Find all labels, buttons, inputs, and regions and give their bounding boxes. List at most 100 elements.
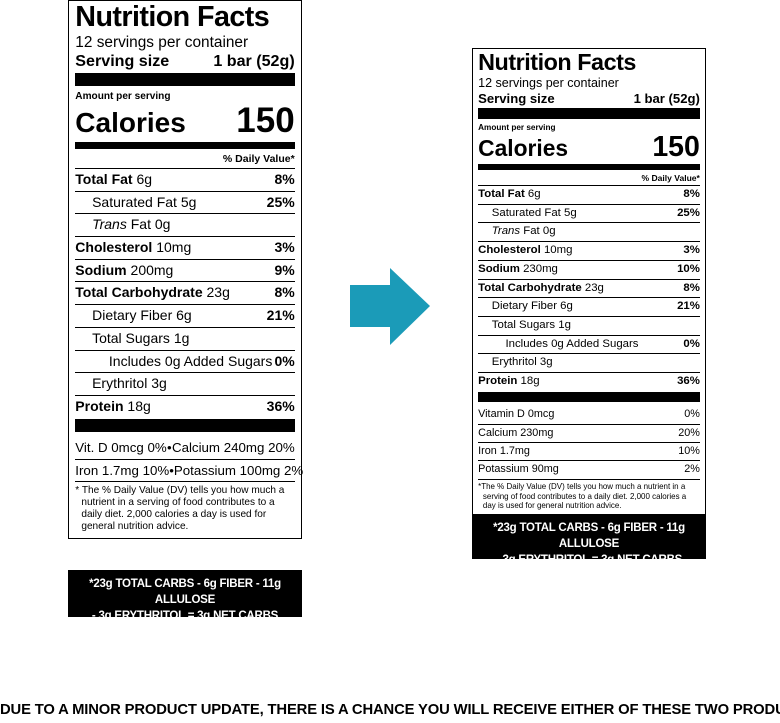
micro-amount: 100mg xyxy=(239,462,281,478)
nutrient-name: Protein xyxy=(75,397,124,414)
nutrient-row: Sodium 230mg 10% xyxy=(478,259,700,279)
nutrient-rows: Total Fat 6g 8% Saturated Fat 5g 25% Trans F… xyxy=(75,169,295,418)
micronutrient: Iron 1.7mg 10% xyxy=(75,460,169,481)
divider xyxy=(478,107,700,119)
nutrient-row: Protein 18g 36% xyxy=(75,394,295,418)
micro-line: Potassium 90mg 2% xyxy=(478,460,700,478)
nutrient-label: Cholesterol 10mg xyxy=(478,242,572,260)
micro-label: Iron xyxy=(478,445,497,458)
micronutrient: Potassium 100mg 2% xyxy=(174,460,303,481)
amount-per-serving: Amount per serving xyxy=(75,91,171,103)
divider xyxy=(478,164,700,170)
micro-dv: 20% xyxy=(268,440,295,456)
nutrient-amount: 18g xyxy=(520,374,540,387)
nutrient-row: Total Sugars 1g xyxy=(478,315,700,335)
nutrient-label: Includes 0g Added Sugars xyxy=(75,351,272,373)
micro-amount: 0mcg xyxy=(111,440,144,456)
nutrient-name: Sodium xyxy=(75,261,127,278)
micro-label: Calcium xyxy=(171,440,220,456)
nutrient-name: Includes 0g Added Sugars xyxy=(108,352,273,369)
nutrient-amount: 3g xyxy=(151,375,167,392)
servings: 12 servings per container xyxy=(478,75,619,90)
nutrient-label: Protein 18g xyxy=(75,396,150,418)
nutrient-amount: 6g xyxy=(527,188,541,201)
nutrient-dv: 36% xyxy=(266,397,295,414)
nutrient-label: Erythritol 3g xyxy=(75,373,167,395)
dv-header: % Daily Value* xyxy=(478,173,700,187)
divider xyxy=(75,73,295,87)
micro-dv: 20% xyxy=(678,426,700,439)
micro-label: Potassium xyxy=(173,462,236,478)
net-carbs-box: *23g TOTAL CARBS - 6g FIBER - 11g ALLULO… xyxy=(472,514,706,566)
nutrient-label: Saturated Fat 5g xyxy=(478,205,577,223)
divider xyxy=(75,419,295,433)
nutrient-amount: 5g xyxy=(180,193,197,210)
nutrient-row: Total Carbohydrate 23g 8% xyxy=(75,281,295,304)
nutrient-label-italic: Trans xyxy=(491,225,521,238)
micronutrient: Vitamin D 0mcg xyxy=(478,406,554,423)
micro-line: Iron 1.7mg 10% • Potassium 100mg 2% xyxy=(75,458,303,481)
nutrient-dv: 25% xyxy=(266,193,295,210)
nutrient-label: Sodium 230mg xyxy=(478,261,558,279)
nutrient-dv: 8% xyxy=(274,170,295,187)
nutrient-name: Cholesterol xyxy=(75,239,153,256)
nutrient-label: Protein 18g xyxy=(478,373,539,391)
nutrient-name: Saturated Fat xyxy=(491,206,561,219)
notice: DUE TO A MINOR PRODUCT UPDATE, THERE IS … xyxy=(0,702,780,718)
nutrient-dv: 9% xyxy=(274,261,295,278)
nutrient-row: Dietary Fiber 6g 21% xyxy=(478,297,700,316)
nutrient-name: Total Sugars xyxy=(491,318,556,331)
micro-dv: 0% xyxy=(684,408,700,421)
footnote: *The % Daily Value (DV) tells you how mu… xyxy=(478,478,700,512)
nutrient-name: Dietary Fiber xyxy=(92,307,173,324)
nutrient-dv: 0% xyxy=(683,337,700,350)
nutrient-row: Total Carbohydrate 23g 8% xyxy=(478,278,700,298)
dv-header: % Daily Value* xyxy=(75,153,295,169)
micro-amount: 1.7mg xyxy=(499,445,530,458)
nutrient-name: Total Sugars xyxy=(92,329,170,346)
nutrient-label: Erythritol 3g xyxy=(478,354,553,372)
nutrient-row: Trans Fat 0g xyxy=(75,213,295,236)
nutrient-dv: 10% xyxy=(677,262,700,275)
net-carbs-box: *23g TOTAL CARBS - 6g FIBER - 11g ALLULO… xyxy=(68,570,302,622)
title: Nutrition Facts xyxy=(478,49,636,75)
nutrient-name: Dietary Fiber xyxy=(491,300,557,313)
serving-size: Serving size 1 bar (52g) xyxy=(478,91,700,107)
nutrient-label-italic: Trans xyxy=(92,216,127,233)
micronutrients: Vit. D 0mcg 0% • Calcium 240mg 20% Iron 1.7… xyxy=(75,437,303,481)
nutrient-dv: 8% xyxy=(683,188,700,201)
nutrient-rows: Total Fat 6g 8% Saturated Fat 5g 25% Trans F… xyxy=(478,186,700,390)
calories-label: Calories xyxy=(75,107,186,139)
serving-size-value: 1 bar (52g) xyxy=(213,52,295,71)
divider xyxy=(478,391,700,403)
nutrient-label: Total Fat 6g xyxy=(478,186,540,204)
nutrient-amount: 6g xyxy=(136,170,153,187)
nutrient-dv: 36% xyxy=(677,374,700,387)
bullet: • xyxy=(167,440,172,456)
nutrient-row: Erythritol 3g xyxy=(75,372,295,395)
nutrient-dv: 3% xyxy=(274,239,295,256)
micro-label: Potassium xyxy=(478,463,529,476)
nutrient-name: Erythritol xyxy=(92,375,148,392)
nutrition-label: Nutrition Facts 12 servings per container… xyxy=(68,0,303,540)
nutrient-label: Trans Fat 0g xyxy=(75,214,170,236)
calories-value: 150 xyxy=(236,101,295,141)
nutrient-name: Total Carbohydrate xyxy=(75,284,203,301)
micronutrient: Potassium 90mg xyxy=(478,461,559,478)
nutrient-amount: 10mg xyxy=(156,239,192,256)
nutrient-dv: 21% xyxy=(266,307,295,324)
nutrient-row: Cholesterol 10mg 3% xyxy=(75,236,295,259)
micro-dv: 10% xyxy=(678,445,700,458)
nutrient-row: Erythritol 3g xyxy=(478,353,700,372)
micro-label: Vit. D xyxy=(75,440,108,456)
micro-label: Vitamin D xyxy=(478,408,525,421)
calories-value: 150 xyxy=(652,130,700,163)
nutrient-dv: 3% xyxy=(683,244,700,257)
nutrient-label: Total Sugars 1g xyxy=(75,328,189,350)
nutrient-row: Total Fat 6g 8% xyxy=(478,186,700,204)
serving-size-label: Serving size xyxy=(478,90,555,106)
nutrient-amount: 230mg xyxy=(523,262,558,275)
nutrient-dv: 21% xyxy=(677,300,700,313)
nutrient-row: Protein 18g 36% xyxy=(478,371,700,391)
